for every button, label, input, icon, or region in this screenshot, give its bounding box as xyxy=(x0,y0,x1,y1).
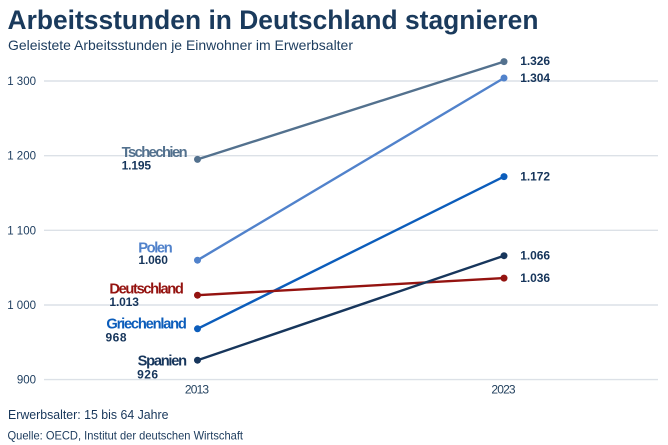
svg-text:900: 900 xyxy=(17,375,36,387)
svg-text:1.304: 1.304 xyxy=(520,71,550,85)
svg-text:Griechenland: Griechenland xyxy=(106,317,186,333)
svg-text:Deutschland: Deutschland xyxy=(109,282,183,298)
svg-text:1 300: 1 300 xyxy=(7,76,36,88)
svg-text:1.013: 1.013 xyxy=(109,295,139,309)
svg-text:1 100: 1 100 xyxy=(7,225,36,237)
svg-text:1.060: 1.060 xyxy=(138,253,168,267)
svg-text:Tschechien: Tschechien xyxy=(122,145,188,161)
svg-text:1.326: 1.326 xyxy=(520,54,550,68)
svg-text:1.195: 1.195 xyxy=(122,158,152,172)
svg-text:1.066: 1.066 xyxy=(520,249,550,263)
svg-text:Erwerbsalter: 15 bis 64 Jahre: Erwerbsalter: 15 bis 64 Jahre xyxy=(8,407,169,422)
svg-text:968: 968 xyxy=(106,330,127,344)
svg-text:2013: 2013 xyxy=(185,383,210,397)
svg-text:Polen: Polen xyxy=(138,240,173,256)
svg-text:2023: 2023 xyxy=(491,383,516,397)
svg-text:Arbeitsstunden in Deutschland: Arbeitsstunden in Deutschland stagnieren xyxy=(8,5,539,35)
svg-text:1.036: 1.036 xyxy=(520,271,550,285)
svg-text:1 200: 1 200 xyxy=(7,151,36,163)
svg-text:926: 926 xyxy=(137,368,158,382)
svg-text:Spanien: Spanien xyxy=(138,353,188,369)
svg-text:1.172: 1.172 xyxy=(520,170,550,184)
svg-text:Quelle: OECD, Institut der deu: Quelle: OECD, Institut der deutschen Wir… xyxy=(8,429,244,443)
svg-text:1 000: 1 000 xyxy=(7,300,36,312)
svg-text:Geleistete Arbeitsstunden je E: Geleistete Arbeitsstunden je Einwohner i… xyxy=(8,38,353,53)
